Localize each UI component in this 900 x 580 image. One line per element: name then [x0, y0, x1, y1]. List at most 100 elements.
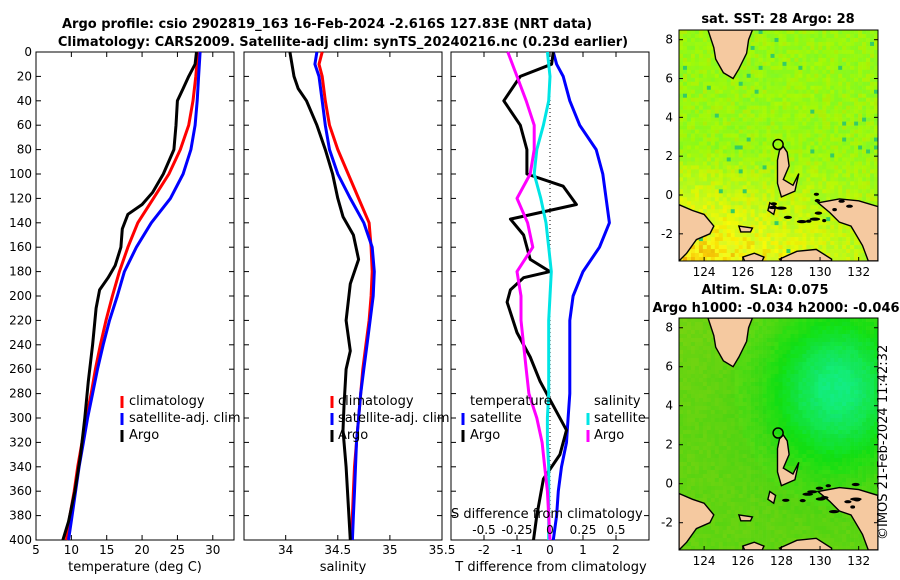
heatmap-cell	[694, 438, 700, 443]
heatmap-cell	[810, 41, 815, 47]
heatmap-cell	[818, 149, 823, 154]
heatmap-cell	[754, 125, 759, 130]
heatmap-cell	[698, 318, 704, 323]
heatmap-cell	[842, 101, 847, 106]
heatmap-cell	[870, 438, 875, 443]
heatmap-cell	[874, 362, 878, 367]
heatmap-cell	[770, 161, 775, 166]
heatmap-cell	[798, 153, 803, 158]
heatmap-cell	[730, 93, 736, 98]
heatmap-cell	[774, 89, 779, 95]
lon-tick-label: 132	[847, 265, 870, 279]
heatmap-cell	[846, 426, 851, 431]
heatmap-cell	[758, 378, 763, 383]
heatmap-cell	[814, 129, 819, 134]
heatmap-cell	[690, 386, 696, 391]
heatmap-cell	[714, 81, 720, 87]
heatmap-cell	[690, 257, 696, 261]
heatmap-cell	[798, 169, 803, 174]
heatmap-cell	[874, 161, 878, 166]
heatmap-cell	[790, 193, 795, 198]
heatmap-cell	[790, 386, 795, 391]
heatmap-cell	[862, 450, 867, 455]
heatmap-cell	[766, 253, 771, 258]
lon-tick-label: 128	[770, 265, 793, 279]
heatmap-cell	[698, 105, 704, 110]
heatmap-cell	[830, 193, 835, 198]
heatmap-cell	[754, 225, 759, 230]
heatmap-cell	[730, 177, 736, 182]
heatmap-cell	[734, 233, 739, 238]
heatmap-cell	[714, 157, 720, 162]
heatmap-cell	[782, 85, 787, 91]
heatmap-cell	[722, 169, 728, 174]
heatmap-cell	[830, 322, 835, 327]
heatmap-cell	[822, 185, 827, 190]
heatmap-cell	[730, 97, 736, 102]
heatmap-cell	[802, 30, 807, 35]
heatmap-cell	[858, 189, 863, 194]
heatmap-cell	[850, 141, 855, 146]
heatmap-cell	[814, 109, 819, 114]
heatmap-cell	[686, 113, 692, 118]
heatmap-cell	[774, 133, 779, 138]
heatmap-cell	[854, 65, 859, 71]
heatmap-cell	[794, 338, 799, 343]
heatmap-cell	[778, 386, 783, 391]
heatmap-cell	[782, 45, 787, 51]
heatmap-cell	[810, 454, 815, 459]
heatmap-cell	[790, 366, 795, 371]
heatmap-cell	[738, 209, 743, 214]
temperature-axis-ticks: 5 10 15 20 25 30	[32, 52, 220, 557]
heatmap-cell	[806, 97, 811, 102]
heatmap-cell	[842, 57, 847, 63]
heatmap-cell	[842, 442, 847, 447]
heatmap-cell	[834, 121, 839, 126]
heatmap-cell	[854, 30, 859, 35]
heatmap-cell	[866, 402, 871, 407]
heatmap-cell	[746, 414, 751, 419]
heatmap-cell	[690, 41, 696, 47]
heatmap-cell	[722, 442, 728, 447]
heatmap-cell	[822, 141, 827, 146]
heatmap-cell	[766, 418, 771, 423]
heatmap-cell	[706, 93, 712, 98]
heatmap-cell	[790, 446, 795, 451]
heatmap-cell	[774, 318, 779, 323]
heatmap-cell	[770, 213, 775, 218]
heatmap-cell	[850, 450, 855, 455]
heatmap-cell	[750, 137, 755, 142]
heatmap-cell	[746, 418, 751, 423]
heatmap-cell	[834, 406, 839, 411]
heatmap-cell	[862, 169, 867, 174]
heatmap-cell	[762, 233, 767, 238]
heatmap-cell	[758, 322, 763, 327]
heatmap-cell	[830, 129, 835, 134]
heatmap-cell	[814, 398, 819, 403]
heatmap-cell	[850, 117, 855, 122]
heatmap-cell	[694, 37, 700, 43]
heatmap-cell	[838, 137, 843, 142]
heatmap-cell	[758, 418, 763, 423]
heatmap-cell	[870, 193, 875, 198]
heatmap-cell	[842, 41, 847, 47]
heatmap-cell	[682, 386, 688, 391]
heatmap-cell	[766, 185, 771, 190]
heatmap-cell	[806, 233, 811, 238]
heatmap-cell	[806, 61, 811, 67]
heatmap-cell	[679, 386, 684, 391]
heatmap-cell	[706, 450, 712, 455]
heatmap-cell	[742, 193, 747, 198]
heatmap-cell	[802, 137, 807, 142]
heatmap-cell	[686, 197, 692, 202]
salinity-series	[288, 51, 376, 541]
heatmap-cell	[762, 125, 767, 130]
heatmap-cell	[846, 446, 851, 451]
heatmap-cell	[770, 33, 775, 39]
heatmap-cell	[814, 161, 819, 166]
heatmap-cell	[706, 197, 712, 202]
heatmap-cell	[682, 410, 688, 415]
heatmap-cell	[790, 418, 795, 423]
heatmap-cell	[834, 65, 839, 71]
heatmap-cell	[766, 229, 771, 234]
